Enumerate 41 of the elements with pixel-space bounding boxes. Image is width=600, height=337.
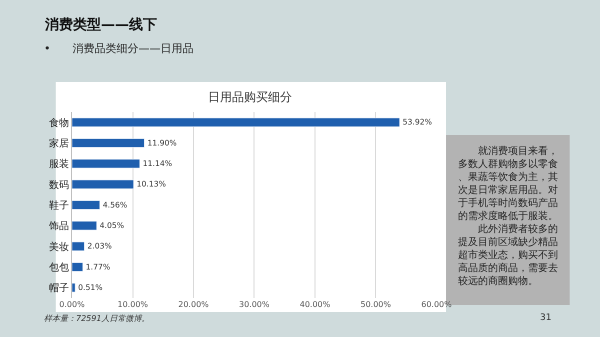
data-label: 53.92% bbox=[402, 118, 432, 127]
x-tick-label: 10.00% bbox=[117, 300, 148, 309]
y-tick-label: 包包 bbox=[49, 262, 70, 274]
y-tick-label: 食物 bbox=[49, 116, 70, 129]
text: 就消费项目来看，多数人群购物多以零食、果蔬等饮食为主，其次是日常家居用品。对于手机等时尚数码产品的需求度略低于服装。 bbox=[458, 145, 558, 222]
y-tick-label: 帽子 bbox=[49, 282, 70, 294]
bar bbox=[72, 159, 140, 168]
data-label: 2.03% bbox=[87, 242, 112, 251]
bar bbox=[72, 180, 134, 189]
data-label: 0.51% bbox=[78, 283, 103, 292]
y-tick-label: 数码 bbox=[49, 180, 70, 191]
y-tick-label: 家居 bbox=[49, 138, 70, 150]
data-label: 4.56% bbox=[102, 200, 128, 210]
data-label: 1.77% bbox=[86, 262, 110, 272]
x-tick-label: 0.00% bbox=[59, 300, 86, 309]
data-label: 10.13% bbox=[136, 180, 166, 189]
bar bbox=[72, 221, 97, 230]
text: 此外消费者较多的提及目前区域缺少精品超市类业态，购买不到高品质的商品，需要去较远的商圈购物。 bbox=[458, 223, 558, 287]
bar bbox=[72, 283, 76, 292]
text: 样本量：72591人日常微博。 bbox=[44, 314, 150, 323]
x-tick-label: 30.00% bbox=[238, 300, 270, 309]
bar bbox=[72, 242, 85, 251]
data-label: 11.14% bbox=[142, 159, 172, 168]
y-tick-label: 服装 bbox=[49, 158, 70, 170]
x-tick-label: 50.00% bbox=[360, 300, 392, 309]
bar bbox=[72, 200, 100, 210]
data-label: 4.05% bbox=[100, 221, 124, 230]
text: 消费类型——线下 bbox=[44, 17, 157, 33]
y-tick-label: 美妆 bbox=[49, 240, 70, 253]
bar bbox=[72, 262, 84, 272]
chart-title: 日用品购买细分 bbox=[208, 90, 292, 104]
text: 31 bbox=[540, 313, 552, 323]
bar bbox=[72, 138, 145, 148]
x-tick-label: 40.00% bbox=[300, 300, 331, 309]
x-tick-label: 20.00% bbox=[178, 300, 210, 309]
x-tick-label: 60.00% bbox=[421, 300, 452, 309]
data-label: 11.90% bbox=[147, 138, 177, 148]
text: • 消费品类细分——日用品 bbox=[44, 42, 194, 55]
y-tick-label: 鞋子 bbox=[49, 200, 70, 212]
bar bbox=[72, 118, 400, 127]
y-tick-label: 饰品 bbox=[48, 220, 70, 232]
